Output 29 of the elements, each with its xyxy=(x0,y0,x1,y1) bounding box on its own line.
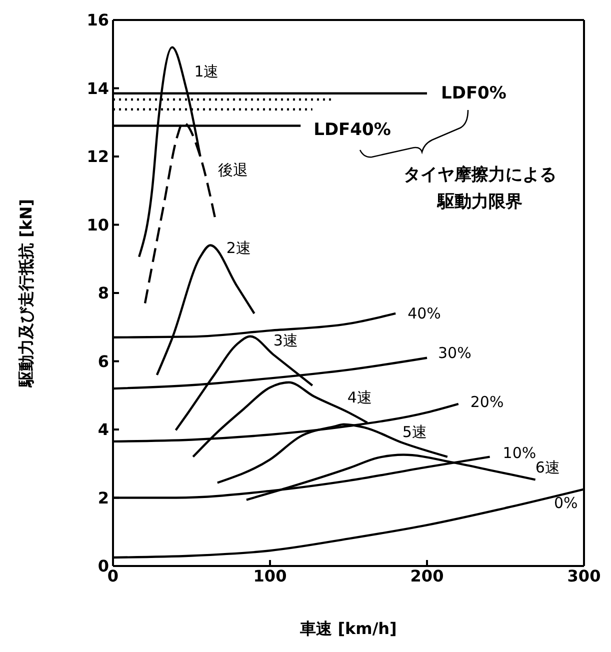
x-tick-label: 300 xyxy=(567,566,601,586)
series-label: 1速 xyxy=(194,62,219,80)
y-tick-label: 14 xyxy=(86,78,109,98)
series-label: 後退 xyxy=(218,160,248,179)
series-label: LDF0% xyxy=(441,83,506,104)
series-label: 20% xyxy=(470,392,504,411)
y-tick-label: 8 xyxy=(98,284,109,303)
y-tick-label: 4 xyxy=(98,420,109,440)
series-label: 5速 xyxy=(402,422,427,441)
y-tick-label: 12 xyxy=(86,147,109,166)
series-label: 3速 xyxy=(273,331,298,350)
y-tick-label: 2 xyxy=(98,488,109,508)
y-tick-label: 10 xyxy=(86,215,109,234)
annotation: 駆動力限界 xyxy=(436,192,522,212)
y-tick-label: 16 xyxy=(86,10,109,30)
series-label: 6速 xyxy=(535,458,560,477)
series-label: 0% xyxy=(554,494,578,512)
series-label: 10% xyxy=(502,444,536,462)
series-label: LDF40% xyxy=(314,120,391,140)
series-label: 40% xyxy=(408,304,441,322)
y-tick-label: 6 xyxy=(98,352,109,371)
series-label: 2速 xyxy=(226,239,251,258)
series-label: 30% xyxy=(438,344,472,362)
annotation: タイヤ摩擦力による xyxy=(404,165,556,185)
y-axis-title: 駆動力及び走行抵抗 [kN] xyxy=(16,198,36,388)
x-tick-label: 100 xyxy=(253,566,287,586)
series-label: 4速 xyxy=(347,388,372,407)
x-tick-label: 200 xyxy=(410,566,444,586)
x-axis-title: 車速 [km/h] xyxy=(299,619,397,638)
